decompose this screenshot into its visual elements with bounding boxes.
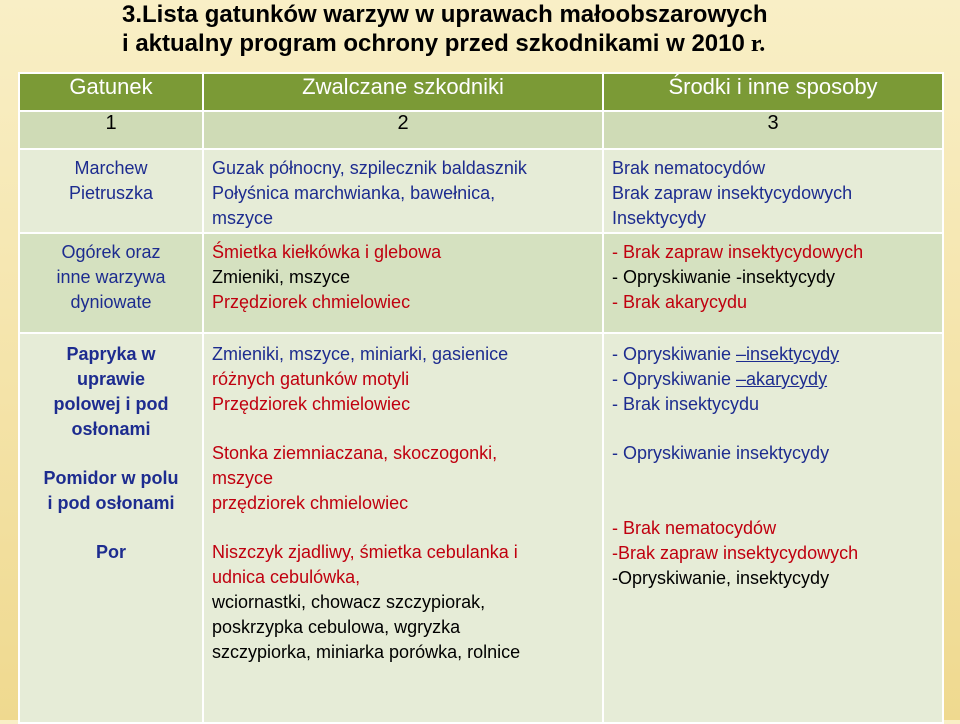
means-cell: - Opryskiwanie –insektycydy - Opryskiwan… xyxy=(602,332,944,724)
table-row: Ogórek oraz inne warzywa dyniowate Śmiet… xyxy=(18,232,944,334)
slide-title: 3.Lista gatunków warzyw w uprawach małoo… xyxy=(122,0,942,59)
table-row: Marchew Pietruszka Guzak północny, szpil… xyxy=(18,148,944,234)
pest-protection-table: Gatunek Zwalczane szkodniki Środki i inn… xyxy=(18,72,944,724)
column-number-1: 1 xyxy=(18,110,204,150)
column-number-3: 3 xyxy=(602,110,944,150)
means-cell: - Brak zapraw insektycydowych - Opryskiw… xyxy=(602,232,944,334)
title-line-2: i aktualny program ochrony przed szkodni… xyxy=(122,30,766,57)
species-cell: Papryka w uprawie polowej i pod osłonami… xyxy=(18,332,204,724)
table-row: Papryka w uprawie polowej i pod osłonami… xyxy=(18,332,944,724)
number-row: 1 2 3 xyxy=(18,110,944,150)
header-means: Środki i inne sposoby xyxy=(602,72,944,112)
title-line-1: 3.Lista gatunków warzyw w uprawach małoo… xyxy=(122,1,768,28)
pests-cell: Guzak północny, szpilecznik baldasznik P… xyxy=(202,148,604,234)
species-cell: Marchew Pietruszka xyxy=(18,148,204,234)
pests-cell: Śmietka kiełkówka i glebowa Zmieniki, ms… xyxy=(202,232,604,334)
header-pests: Zwalczane szkodniki xyxy=(202,72,604,112)
column-number-2: 2 xyxy=(202,110,604,150)
header-species: Gatunek xyxy=(18,72,204,112)
pests-cell: Zmieniki, mszyce, miniarki, gasienice ró… xyxy=(202,332,604,724)
species-cell: Ogórek oraz inne warzywa dyniowate xyxy=(18,232,204,334)
means-cell: Brak nematocydów Brak zapraw insektycydo… xyxy=(602,148,944,234)
header-row: Gatunek Zwalczane szkodniki Środki i inn… xyxy=(18,72,944,112)
